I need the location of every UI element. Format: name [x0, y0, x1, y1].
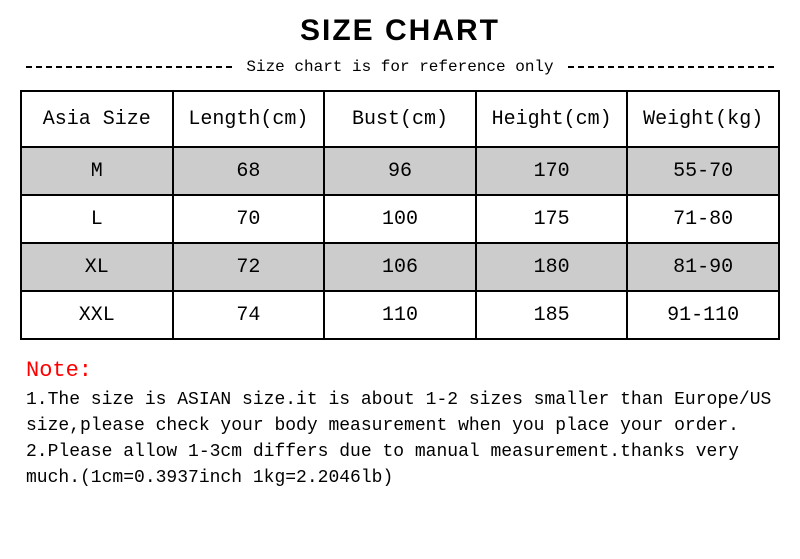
divider-row: Size chart is for reference only — [26, 58, 774, 76]
table-cell: 70 — [173, 195, 325, 243]
table-cell: 71-80 — [627, 195, 779, 243]
table-cell: 91-110 — [627, 291, 779, 339]
table-cell: 68 — [173, 147, 325, 195]
dashed-line-left — [26, 66, 232, 68]
col-header: Bust(cm) — [324, 91, 476, 147]
table-row: XXL 74 110 185 91-110 — [21, 291, 779, 339]
note-block: Note: 1.The size is ASIAN size.it is abo… — [20, 358, 780, 491]
col-header: Height(cm) — [476, 91, 628, 147]
col-header: Weight(kg) — [627, 91, 779, 147]
note-line: 1.The size is ASIAN size.it is about 1-2… — [26, 387, 774, 439]
table-cell: L — [21, 195, 173, 243]
table-row: XL 72 106 180 81-90 — [21, 243, 779, 291]
table-cell: 55-70 — [627, 147, 779, 195]
table-header-row: Asia Size Length(cm) Bust(cm) Height(cm)… — [21, 91, 779, 147]
table-cell: XXL — [21, 291, 173, 339]
table-cell: 81-90 — [627, 243, 779, 291]
table-cell: 185 — [476, 291, 628, 339]
table-row: L 70 100 175 71-80 — [21, 195, 779, 243]
table-row: M 68 96 170 55-70 — [21, 147, 779, 195]
table-cell: 180 — [476, 243, 628, 291]
page-title: SIZE CHART — [20, 14, 780, 48]
col-header: Length(cm) — [173, 91, 325, 147]
table-cell: 110 — [324, 291, 476, 339]
table-cell: 106 — [324, 243, 476, 291]
table-cell: 72 — [173, 243, 325, 291]
table-cell: 100 — [324, 195, 476, 243]
table-cell: 175 — [476, 195, 628, 243]
table-cell: 170 — [476, 147, 628, 195]
size-chart-table: Asia Size Length(cm) Bust(cm) Height(cm)… — [20, 90, 780, 340]
note-line: 2.Please allow 1-3cm differs due to manu… — [26, 439, 774, 491]
note-label: Note: — [26, 358, 774, 383]
col-header: Asia Size — [21, 91, 173, 147]
dashed-line-right — [568, 66, 774, 68]
table-cell: XL — [21, 243, 173, 291]
table-cell: 96 — [324, 147, 476, 195]
subtitle: Size chart is for reference only — [240, 58, 559, 76]
table-cell: 74 — [173, 291, 325, 339]
table-cell: M — [21, 147, 173, 195]
